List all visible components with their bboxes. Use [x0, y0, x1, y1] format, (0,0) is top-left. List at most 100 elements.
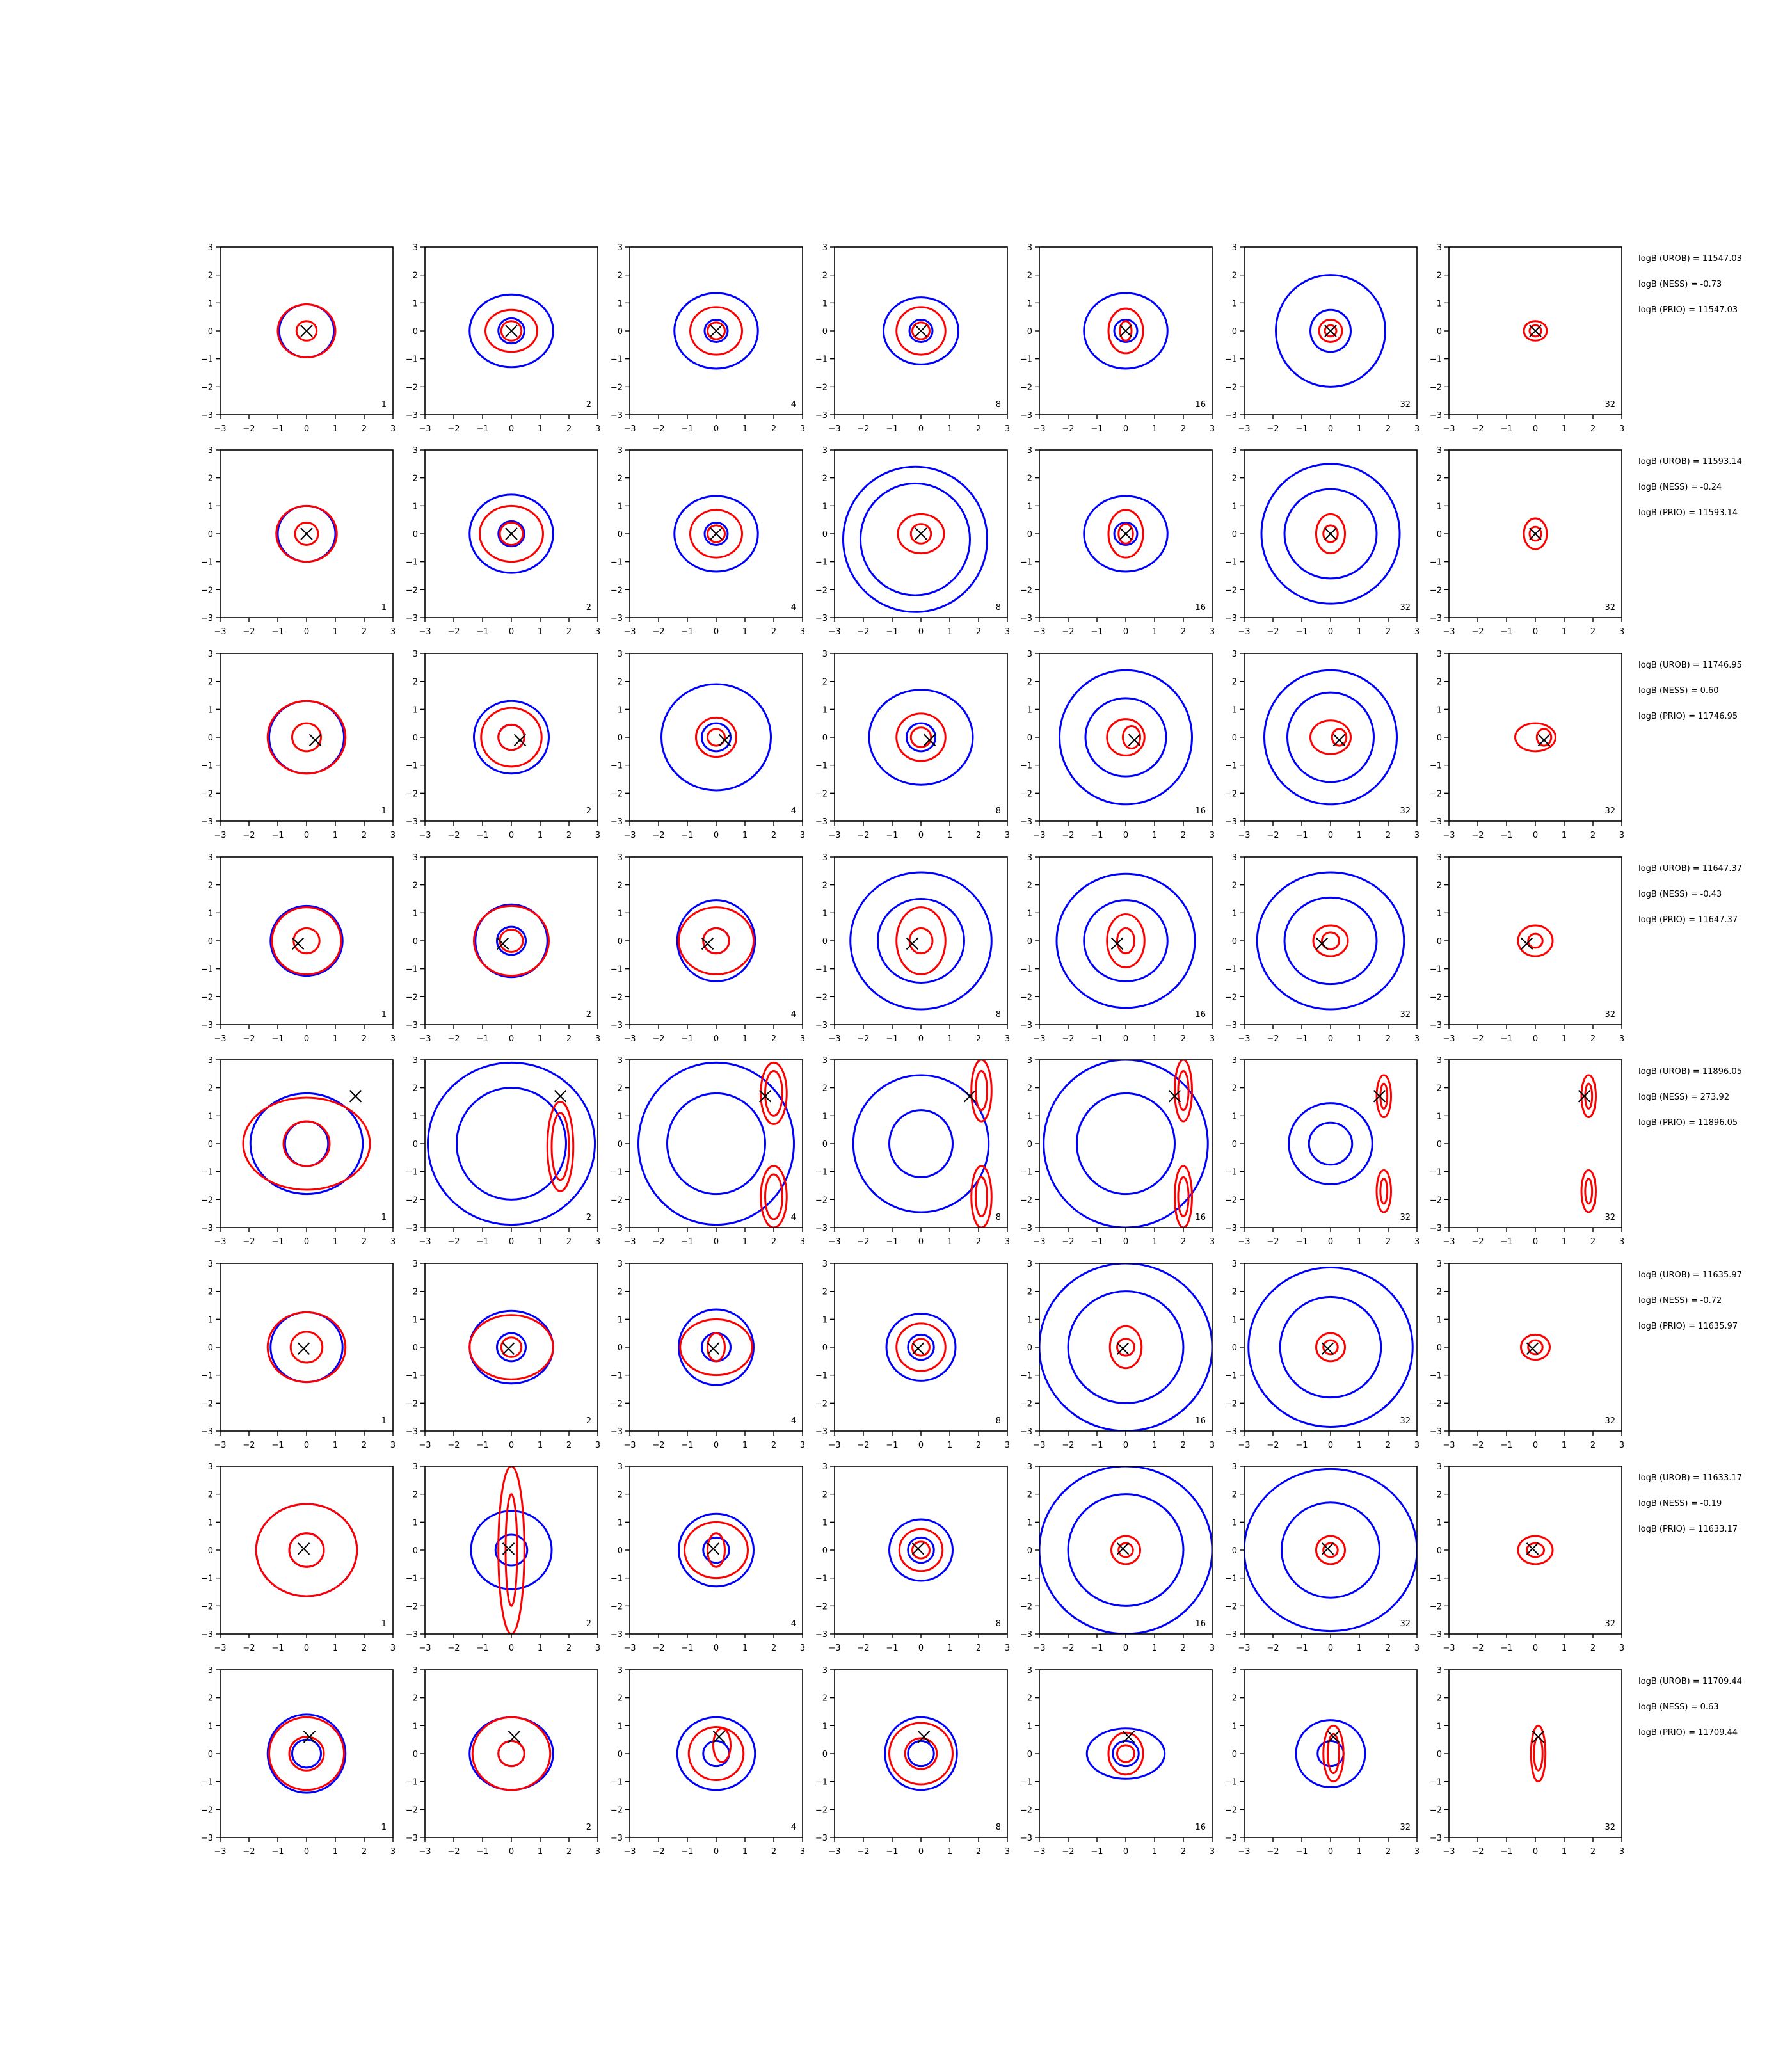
x-tick-label: −1 — [476, 831, 488, 840]
x-tick-label: 3 — [1414, 1847, 1420, 1857]
row-stat-text: logB (UROB) = 11633.17 — [1638, 1473, 1742, 1483]
y-tick-label: 3 — [413, 446, 418, 456]
y-tick-label: −3 — [1430, 1834, 1442, 1843]
y-tick-label: 2 — [1232, 1491, 1237, 1500]
panel-index-label: 2 — [586, 1619, 591, 1629]
red-contour — [888, 1722, 954, 1786]
x-tick-label: 1 — [1562, 831, 1567, 840]
y-tick-label: 3 — [208, 853, 213, 863]
x-tick-label: 2 — [362, 1644, 367, 1653]
y-tick-label: −1 — [1020, 1168, 1032, 1178]
x-tick-label: 1 — [947, 627, 952, 637]
red-contour — [970, 1060, 993, 1123]
plot-area — [266, 1311, 347, 1384]
y-tick-label: 0 — [1232, 327, 1237, 337]
blue-contour — [1083, 495, 1169, 573]
panel: −3 −2 −1 0 1 2 3 −3 −2 −1 0 1 2 3 1 — [201, 1666, 396, 1857]
y-tick-label: 3 — [1027, 853, 1032, 863]
y-tick-label: −1 — [406, 1168, 418, 1178]
x-tick-label: −1 — [1295, 1644, 1308, 1653]
x-tick-label: 0 — [1123, 1847, 1128, 1857]
panel-index-label: 32 — [1400, 1213, 1411, 1222]
y-tick-label: 2 — [1027, 881, 1032, 891]
y-tick-label: 0 — [618, 1343, 623, 1353]
x-tick-label: −2 — [857, 424, 869, 434]
panel-index-label: 32 — [1604, 1619, 1615, 1629]
x-tick-label: −1 — [1500, 831, 1512, 840]
y-tick-label: −1 — [1430, 355, 1442, 365]
y-tick-label: 1 — [822, 1722, 828, 1731]
marker-x — [1315, 937, 1329, 950]
y-tick-label: 0 — [1027, 530, 1032, 540]
panel-index-label: 8 — [996, 806, 1001, 816]
panel: −3 −2 −1 0 1 2 3 −3 −2 −1 0 1 2 3 16 — [1020, 650, 1215, 840]
x-tick-label: −1 — [886, 1644, 898, 1653]
x-tick-label: −1 — [1295, 1441, 1308, 1450]
axes-frame — [1448, 856, 1622, 1025]
blue-contour — [269, 904, 344, 977]
x-tick-label: 0 — [1123, 1034, 1128, 1044]
x-tick-label: −2 — [1267, 424, 1279, 434]
y-tick-label: 3 — [822, 650, 828, 659]
y-tick-label: −2 — [1430, 383, 1442, 392]
marker-x — [300, 527, 313, 540]
x-tick-label: −1 — [1091, 831, 1103, 840]
x-tick-label: −3 — [1238, 1644, 1250, 1653]
x-tick-label: −3 — [1238, 1237, 1250, 1247]
plot-area — [1295, 1719, 1366, 1788]
panel-index-label: 1 — [381, 1619, 387, 1629]
plot-area — [266, 1713, 347, 1794]
x-tick-label: 0 — [304, 424, 309, 434]
y-tick-label: −2 — [1225, 1399, 1237, 1409]
y-tick-label: −2 — [1430, 586, 1442, 595]
marker-x — [906, 937, 919, 950]
red-contour — [679, 1318, 753, 1377]
x-tick-label: −3 — [1238, 1847, 1250, 1857]
y-tick-label: 2 — [1232, 474, 1237, 484]
y-tick-label: 2 — [208, 1084, 213, 1094]
x-tick-label: −1 — [681, 424, 693, 434]
x-tick-label: −2 — [1267, 627, 1279, 637]
red-contour — [909, 523, 932, 545]
y-tick-label: 0 — [208, 327, 213, 337]
x-tick-label: 3 — [595, 1441, 600, 1450]
axes-frame — [1039, 856, 1213, 1025]
x-tick-label: 3 — [1619, 424, 1624, 434]
x-tick-label: 2 — [771, 831, 776, 840]
axes-frame — [424, 856, 598, 1025]
y-tick-label: 0 — [1232, 733, 1237, 743]
y-tick-label: 1 — [1027, 909, 1032, 918]
y-tick-label: −2 — [1430, 993, 1442, 1002]
y-tick-label: 0 — [1027, 1546, 1032, 1556]
blue-contour — [883, 296, 959, 365]
x-tick-label: −1 — [1500, 1034, 1512, 1044]
blue-contour — [885, 1313, 957, 1382]
blue-contour — [249, 1092, 364, 1196]
marker-x — [1119, 527, 1132, 540]
y-tick-label: 1 — [413, 502, 418, 511]
x-tick-label: −2 — [1267, 1847, 1279, 1857]
x-tick-label: 3 — [1210, 1034, 1215, 1044]
x-tick-label: −3 — [419, 1644, 431, 1653]
y-tick-label: 3 — [618, 1260, 623, 1269]
y-tick-label: −1 — [1225, 965, 1237, 975]
x-tick-label: −3 — [1238, 1441, 1250, 1450]
blue-contour — [1043, 1060, 1209, 1228]
y-tick-label: 0 — [1232, 1750, 1237, 1759]
x-tick-label: −2 — [1267, 1237, 1279, 1247]
x-tick-label: −2 — [1062, 831, 1074, 840]
blue-contour — [1113, 319, 1139, 343]
blue-contour — [703, 319, 729, 343]
plot-area — [1059, 669, 1193, 806]
blue-contour — [1039, 1466, 1212, 1634]
plot-area — [473, 903, 550, 979]
x-tick-label: 3 — [1619, 1237, 1624, 1247]
red-contour — [911, 1540, 931, 1560]
y-tick-label: 0 — [208, 1546, 213, 1556]
y-tick-label: 1 — [1437, 502, 1442, 511]
panel-index-label: 4 — [791, 1213, 796, 1222]
red-contour — [288, 1532, 325, 1568]
y-tick-label: −3 — [201, 1630, 213, 1640]
red-contour — [497, 1740, 525, 1768]
x-tick-label: 1 — [1152, 1644, 1157, 1653]
